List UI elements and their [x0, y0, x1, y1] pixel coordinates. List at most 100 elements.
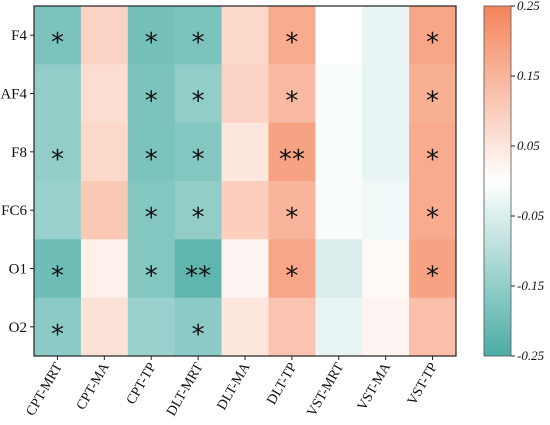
significance-marker: *	[285, 87, 298, 117]
column-label: DLT-MA	[215, 360, 254, 413]
heatmap-cell	[127, 64, 176, 124]
significance-marker: *	[192, 87, 205, 117]
column-label: CPT-TP	[124, 360, 160, 407]
row-label: O2	[9, 320, 27, 336]
heatmap-cell	[362, 6, 410, 65]
heatmap-cell	[80, 297, 129, 357]
heatmap-cell	[409, 64, 457, 124]
heatmap-cell	[174, 64, 223, 124]
heatmap-cell	[315, 64, 363, 124]
significance-marker: *	[192, 320, 205, 350]
significance-marker: *	[285, 203, 298, 233]
heatmap-cell	[127, 239, 176, 299]
heatmap-cell	[127, 297, 176, 357]
heatmap-cell	[174, 239, 223, 299]
heatmap-cell	[127, 181, 176, 240]
significance-marker: *	[426, 145, 439, 175]
heatmap-cell	[362, 64, 410, 124]
heatmap-cell	[362, 239, 410, 299]
heatmap-cell	[174, 122, 223, 182]
heatmap-cell	[174, 6, 223, 65]
heatmap-cell	[221, 181, 269, 240]
colorbar-tick-label: -0.15	[517, 278, 545, 293]
column-label: CPT-MRT	[24, 360, 66, 419]
heatmap-cell	[34, 239, 82, 299]
heatmap-cell	[221, 239, 269, 299]
heatmap-cell	[174, 181, 223, 240]
heatmap-cell	[34, 6, 82, 65]
significance-marker: *	[51, 320, 64, 350]
heatmap-cell	[221, 297, 269, 357]
colorbar-tick-label: -0.05	[517, 208, 545, 223]
significance-marker: *	[426, 28, 439, 58]
heatmap-cell	[409, 297, 457, 357]
significance-marker: **	[279, 145, 305, 175]
heatmap-cell	[362, 297, 410, 357]
heatmap-cell	[409, 122, 457, 182]
row-label: F8	[11, 145, 27, 161]
heatmap-cell	[315, 239, 363, 299]
column-label: DLT-MRT	[164, 360, 207, 419]
heatmap-cell	[362, 181, 410, 240]
significance-marker: *	[51, 262, 64, 292]
significance-marker: *	[426, 203, 439, 233]
significance-marker: *	[145, 28, 158, 58]
significance-marker: *	[285, 28, 298, 58]
heatmap-cell	[80, 64, 129, 124]
significance-marker: *	[192, 145, 205, 175]
significance-marker: *	[145, 262, 158, 292]
row-label: FC6	[1, 203, 27, 219]
significance-marker: *	[145, 145, 158, 175]
colorbar-tick-label: 0.25	[517, 0, 540, 13]
colorbar-tick-label: 0.15	[517, 68, 540, 83]
heatmap-cell	[127, 122, 176, 182]
column-label: CPT-MA	[74, 360, 113, 413]
heatmap-cell	[409, 239, 457, 299]
column-label: DLT-TP	[265, 360, 301, 407]
heatmap-cell	[80, 122, 129, 182]
heatmap-cell	[362, 122, 410, 182]
heatmap-cell	[315, 122, 363, 182]
column-label: VST-MA	[355, 360, 395, 414]
significance-marker: *	[51, 145, 64, 175]
row-label: O1	[9, 262, 27, 278]
heatmap-cell	[268, 181, 316, 240]
colorbar-tick-label: 0.05	[517, 138, 540, 153]
heatmap-cell	[34, 64, 82, 124]
heatmap-cell	[268, 239, 316, 299]
heatmap-cell	[174, 297, 223, 357]
heatmap-cell	[315, 297, 363, 357]
heatmap-cell	[315, 181, 363, 240]
heatmap-cell	[34, 122, 82, 182]
heatmap-cell	[268, 297, 316, 357]
significance-marker: *	[426, 262, 439, 292]
significance-marker: **	[185, 262, 211, 292]
significance-marker: *	[145, 203, 158, 233]
column-label: VST-MRT	[305, 360, 348, 419]
heatmap-cell	[80, 239, 129, 299]
significance-marker: *	[145, 87, 158, 117]
heatmap-cell	[80, 181, 129, 240]
significance-marker: *	[192, 28, 205, 58]
row-label: F4	[11, 28, 27, 44]
heatmap-cell	[268, 122, 316, 182]
colorbar-tick-label: -0.25	[517, 348, 545, 363]
heatmap-cell	[34, 181, 82, 240]
heatmap-cell	[127, 6, 176, 65]
significance-marker: *	[51, 28, 64, 58]
row-label: AF4	[0, 87, 27, 103]
heatmap-cell	[221, 122, 269, 182]
heatmap-cell	[409, 181, 457, 240]
significance-marker: *	[192, 203, 205, 233]
heatmap-cell	[268, 64, 316, 124]
heatmap-cell	[34, 297, 82, 357]
heatmap-cell	[80, 6, 129, 65]
heatmap-cell	[221, 6, 269, 65]
colorbar	[483, 5, 512, 357]
heatmap-cell	[409, 6, 457, 65]
column-label: VST-TP	[405, 360, 441, 408]
heatmap-cell	[268, 6, 316, 65]
significance-marker: *	[285, 262, 298, 292]
